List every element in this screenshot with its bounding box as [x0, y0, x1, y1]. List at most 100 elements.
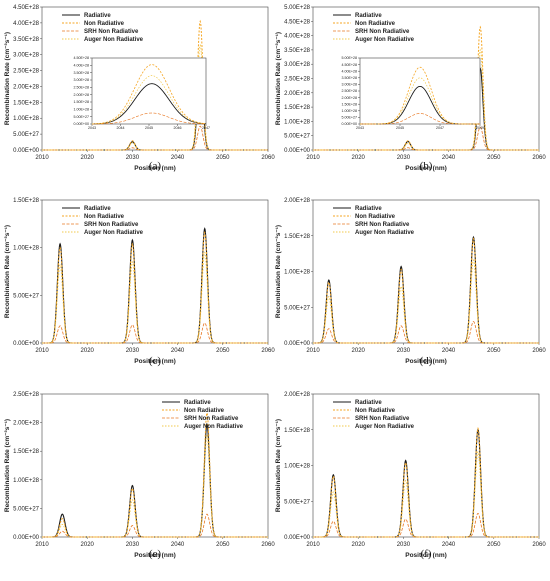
- legend-label: Radiative: [355, 400, 382, 406]
- x-tick-label: 2030: [126, 348, 140, 354]
- y-tick-label: 4.00E+28: [74, 64, 90, 68]
- chart-panel-c: 0.00E+00 5.00E+27 1.00E+28 1.50E+28 2010 2020…: [4, 198, 275, 367]
- x-axis-label: Position (nm): [405, 552, 447, 559]
- x-tick-label: 2045: [396, 126, 404, 130]
- legend-label: Radiative: [355, 13, 382, 19]
- y-tick-label: 4.50E+28: [74, 56, 90, 60]
- x-tick-label: 2020: [81, 542, 95, 548]
- legend-label: Auger Non Radiative: [355, 230, 415, 236]
- legend-label: SRH Non Radiative: [355, 222, 410, 228]
- y-tick-label: 4.50E+28: [13, 5, 40, 11]
- chart-panel-f: 0.00E+00 5.00E+27 1.00E+28 1.50E+28 2.00E+28…: [275, 392, 546, 560]
- y-tick-label: 1.00E+28: [284, 119, 311, 125]
- y-tick-label: 1.50E+28: [13, 449, 40, 455]
- y-tick-label: 0.00E+00: [13, 148, 40, 154]
- legend-label: SRH Non Radiative: [355, 416, 410, 422]
- legend-label: Radiative: [184, 400, 211, 406]
- series-line-srh: [42, 513, 268, 538]
- x-tick-label: 2044: [117, 126, 125, 130]
- x-tick-label: 2010: [35, 155, 49, 161]
- y-tick-label: 1.50E+28: [284, 234, 311, 240]
- series-line-srh: [91, 112, 207, 125]
- y-tick-label: 2.00E+28: [74, 93, 90, 97]
- panel-caption: (c): [149, 355, 162, 367]
- x-tick-label: 2047: [202, 126, 210, 130]
- legend-label: Non Radiative: [84, 21, 125, 27]
- x-tick-label: 2030: [126, 155, 140, 161]
- panel-caption: (b): [420, 160, 433, 172]
- y-tick-label: 5.00E+27: [74, 115, 90, 119]
- x-tick-label: 2010: [306, 155, 320, 161]
- x-tick-label: 2050: [487, 155, 501, 161]
- panel-caption: (d): [420, 355, 433, 367]
- legend-label: Non Radiative: [355, 214, 396, 220]
- x-tick-label: 2040: [442, 348, 456, 354]
- y-tick-label: 1.00E+28: [13, 116, 40, 122]
- x-tick-label: 2010: [306, 348, 320, 354]
- x-tick-label: 2030: [126, 542, 140, 548]
- y-tick-label: 2.00E+28: [342, 96, 358, 100]
- y-tick-label: 0.00E+00: [74, 122, 90, 126]
- inset-frame: [359, 57, 481, 125]
- x-tick-label: 2010: [35, 348, 49, 354]
- series-line-auger: [313, 259, 539, 344]
- y-tick-label: 0.00E+00: [13, 535, 40, 541]
- inset-frame: [91, 57, 207, 125]
- y-tick-label: 2.00E+28: [13, 84, 40, 90]
- y-tick-label: 1.50E+28: [342, 102, 358, 106]
- y-tick-label: 2.50E+28: [284, 77, 311, 83]
- y-tick-label: 5.00E+27: [284, 305, 311, 311]
- legend-label: Non Radiative: [184, 408, 225, 414]
- legend-label: SRH Non Radiative: [355, 29, 410, 35]
- series-line-auger: [91, 75, 207, 125]
- legend-label: Auger Non Radiative: [184, 424, 244, 430]
- x-tick-label: 2046: [174, 126, 182, 130]
- x-axis-label: Position (nm): [134, 358, 176, 365]
- y-tick-label: 3.00E+28: [342, 83, 358, 87]
- y-tick-label: 1.00E+28: [13, 246, 40, 252]
- y-tick-label: 5.00E+27: [284, 499, 311, 505]
- chart-panel-b: 0.00E+00 5.00E+27 1.00E+28 1.50E+28 2.00E+28…: [275, 5, 546, 172]
- x-tick-label: 2049: [476, 126, 484, 130]
- y-tick-label: 2.00E+28: [284, 91, 311, 97]
- y-tick-label: 2.00E+28: [13, 421, 40, 427]
- y-tick-label: 1.50E+28: [13, 198, 40, 204]
- x-tick-label: 2020: [352, 542, 366, 548]
- y-tick-label: 4.50E+28: [284, 19, 311, 25]
- y-tick-label: 4.00E+28: [284, 34, 311, 40]
- y-tick-label: 5.00E+27: [342, 116, 358, 120]
- x-tick-label: 2047: [436, 126, 444, 130]
- x-tick-label: 2020: [81, 155, 95, 161]
- y-tick-label: 3.50E+28: [74, 71, 90, 75]
- y-tick-label: 3.50E+28: [342, 76, 358, 80]
- x-axis-label: Position (nm): [405, 358, 447, 365]
- x-tick-label: 2020: [81, 348, 95, 354]
- y-tick-label: 3.00E+28: [13, 53, 40, 59]
- y-tick-label: 1.50E+28: [74, 100, 90, 104]
- series-line-srh: [313, 126, 539, 151]
- legend-label: Radiative: [84, 206, 111, 212]
- y-tick-label: 3.50E+28: [284, 48, 311, 54]
- legend-label: Auger Non Radiative: [355, 424, 415, 430]
- legend-label: SRH Non Radiative: [84, 29, 139, 35]
- x-tick-label: 2060: [261, 348, 275, 354]
- y-tick-label: 5.00E+27: [13, 506, 40, 512]
- plot-frame: [312, 393, 540, 538]
- legend-label: Auger Non Radiative: [84, 230, 144, 236]
- legend-label: Radiative: [355, 206, 382, 212]
- plot-frame: [41, 393, 269, 538]
- legend-label: Non Radiative: [355, 408, 396, 414]
- y-tick-label: 1.00E+28: [342, 109, 358, 113]
- x-tick-label: 2060: [532, 542, 546, 548]
- y-tick-label: 4.00E+28: [13, 21, 40, 27]
- y-tick-label: 0.00E+00: [13, 341, 40, 347]
- y-axis-label: Recombination Rate (cm⁻³s⁻¹): [4, 225, 11, 318]
- x-tick-label: 2040: [171, 542, 185, 548]
- series-line-radiative: [91, 83, 207, 125]
- y-tick-label: 0.00E+00: [342, 122, 358, 126]
- y-tick-label: 1.50E+28: [284, 105, 311, 111]
- y-axis-label: Recombination Rate (cm⁻³s⁻¹): [275, 419, 282, 512]
- y-tick-label: 0.00E+00: [284, 148, 311, 154]
- y-tick-label: 1.50E+28: [284, 428, 311, 434]
